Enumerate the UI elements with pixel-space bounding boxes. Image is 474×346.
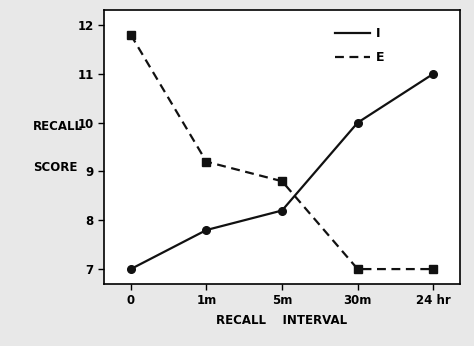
X-axis label: RECALL    INTERVAL: RECALL INTERVAL [217, 314, 347, 327]
Text: SCORE: SCORE [33, 161, 78, 174]
Text: RECALL: RECALL [33, 120, 83, 133]
Legend: I, E: I, E [330, 22, 390, 69]
